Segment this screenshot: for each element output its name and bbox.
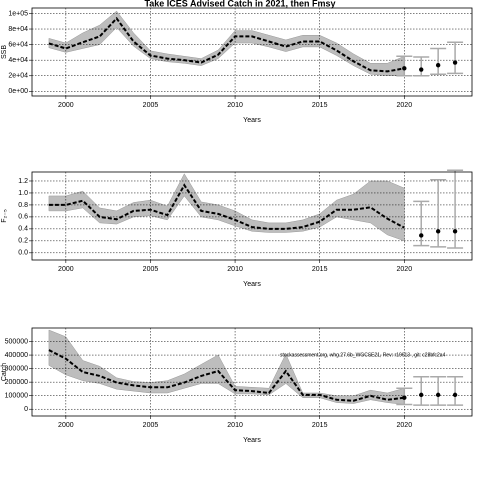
confidence-band bbox=[48, 329, 405, 405]
y-tick-label: 0.4 bbox=[18, 226, 28, 233]
plot-frame bbox=[31, 171, 473, 261]
y-tick-label: 100000 bbox=[5, 393, 28, 400]
x-tick-label: 2015 bbox=[312, 102, 328, 109]
x-axis-label: Years bbox=[243, 437, 261, 444]
x-tick-label: 2005 bbox=[143, 102, 159, 109]
y-tick-label: 500000 bbox=[5, 338, 28, 345]
projection-point bbox=[435, 229, 441, 234]
projection-point bbox=[419, 67, 424, 72]
projection-point bbox=[452, 392, 458, 398]
x-tick-label: 2000 bbox=[58, 422, 74, 429]
y-tick-label: 0e+00 bbox=[8, 88, 28, 95]
y-tick-label: 0.2 bbox=[18, 238, 28, 245]
x-tick-label: 2000 bbox=[58, 102, 74, 109]
projection-point bbox=[452, 60, 458, 65]
x-tick-label: 2005 bbox=[143, 266, 159, 273]
confidence-band bbox=[48, 173, 405, 242]
x-axis-label: Years bbox=[243, 281, 261, 288]
y-tick-label: 1.0 bbox=[18, 190, 28, 197]
y-tick-label: 0.8 bbox=[18, 202, 28, 209]
y-tick-label: 200000 bbox=[5, 379, 28, 386]
x-tick-label: 2015 bbox=[312, 266, 328, 273]
y-tick-label: 0.6 bbox=[18, 214, 28, 221]
projection-point bbox=[402, 395, 407, 400]
projection-point bbox=[419, 392, 424, 398]
projection-point bbox=[419, 233, 424, 238]
annotation: stockassessment.org, whg.27.6b_WGCSE21, … bbox=[280, 352, 446, 358]
x-tick-label: 2000 bbox=[58, 266, 74, 273]
y-axis-label: SSB bbox=[1, 45, 8, 59]
y-tick-label: 0.0 bbox=[18, 250, 28, 257]
x-tick-label: 2020 bbox=[397, 422, 413, 429]
projection-point bbox=[402, 66, 407, 71]
x-tick-label: 2010 bbox=[227, 102, 243, 109]
x-axis-label: Years bbox=[243, 117, 261, 124]
median-line bbox=[48, 16, 405, 73]
chart-title: Take ICES Advised Catch in 2021, then Fm… bbox=[144, 0, 335, 8]
y-tick-label: 2e+04 bbox=[8, 73, 28, 80]
plot-frame bbox=[31, 327, 473, 417]
x-tick-label: 2015 bbox=[312, 422, 328, 429]
y-tick-label: 0 bbox=[24, 406, 28, 413]
x-tick-label: 2010 bbox=[227, 422, 243, 429]
x-tick-label: 2020 bbox=[397, 266, 413, 273]
y-tick-label: 4e+04 bbox=[8, 57, 28, 64]
projection-point bbox=[452, 229, 458, 234]
projection-point bbox=[435, 392, 441, 398]
median-line bbox=[48, 183, 405, 230]
y-axis-label: F₂₋₅ bbox=[1, 209, 8, 223]
y-tick-label: 400000 bbox=[5, 352, 28, 359]
y-axis-label: Catch bbox=[1, 363, 8, 381]
plot-frame bbox=[31, 7, 473, 97]
y-tick-label: 300000 bbox=[5, 365, 28, 372]
y-tick-label: 6e+04 bbox=[8, 41, 28, 48]
y-tick-label: 1e+05 bbox=[8, 10, 28, 17]
y-tick-label: 8e+04 bbox=[8, 26, 28, 33]
x-tick-label: 2005 bbox=[143, 422, 159, 429]
y-tick-label: 1.2 bbox=[18, 178, 28, 185]
median-line bbox=[48, 349, 405, 402]
x-tick-label: 2020 bbox=[397, 102, 413, 109]
x-tick-label: 2010 bbox=[227, 266, 243, 273]
confidence-band bbox=[48, 10, 405, 77]
projection-point bbox=[435, 63, 441, 68]
